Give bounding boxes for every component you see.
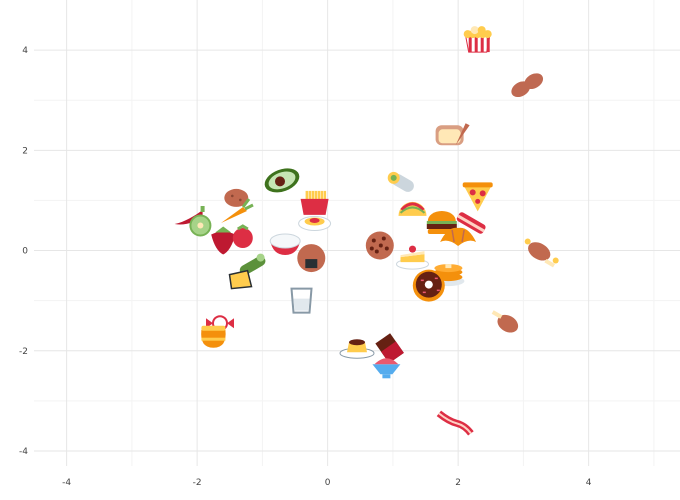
shortcake-point [396,245,429,270]
x-tick-label: 2 [455,478,461,488]
y-tick-label: 0 [22,247,28,257]
meat-on-bone-point [524,238,559,268]
pizza-point [462,182,493,212]
potato-point [224,188,249,207]
avocado-point [264,168,300,193]
y-tick-label: -2 [19,347,28,357]
glass-of-milk-point [290,287,313,314]
tick-labels: -4 -2 0 2 4 -4 -2 0 2 4 [19,46,592,488]
y-tick-label: 2 [22,146,28,156]
x-tick-label: -2 [193,478,202,488]
grid [34,0,680,466]
peanuts-point [511,73,544,98]
carrot-point [221,198,254,223]
shaved-ice-point [372,358,401,379]
honey-pot-point [201,325,226,348]
poultry-leg-point [491,310,519,333]
custard-point [339,339,375,359]
kiwi-point [189,214,212,237]
x-tick-label: 0 [325,478,331,488]
cheese-point [228,269,253,290]
x-tick-label: 4 [586,478,592,488]
chocolate-bar-point [375,333,404,364]
data-points [174,26,559,436]
french-fries-point [300,190,329,215]
strawberry-point [211,226,236,255]
popcorn-point [463,26,492,53]
bacon-strip-point [436,410,474,436]
burrito-point [387,171,414,192]
bacon-point [456,212,486,234]
croissant-point [440,227,477,246]
taco-point [398,201,427,216]
rice-bowl-point [269,233,301,255]
cookie-point [365,231,394,260]
spaghetti-point [298,216,332,231]
doughnut-point [412,269,445,302]
bread-point [435,123,470,146]
y-tick-label: 4 [22,46,28,56]
x-tick-label: -4 [62,478,71,488]
rice-ball-point [297,244,326,273]
y-tick-label: -4 [19,447,28,457]
tomato-point [232,224,253,248]
